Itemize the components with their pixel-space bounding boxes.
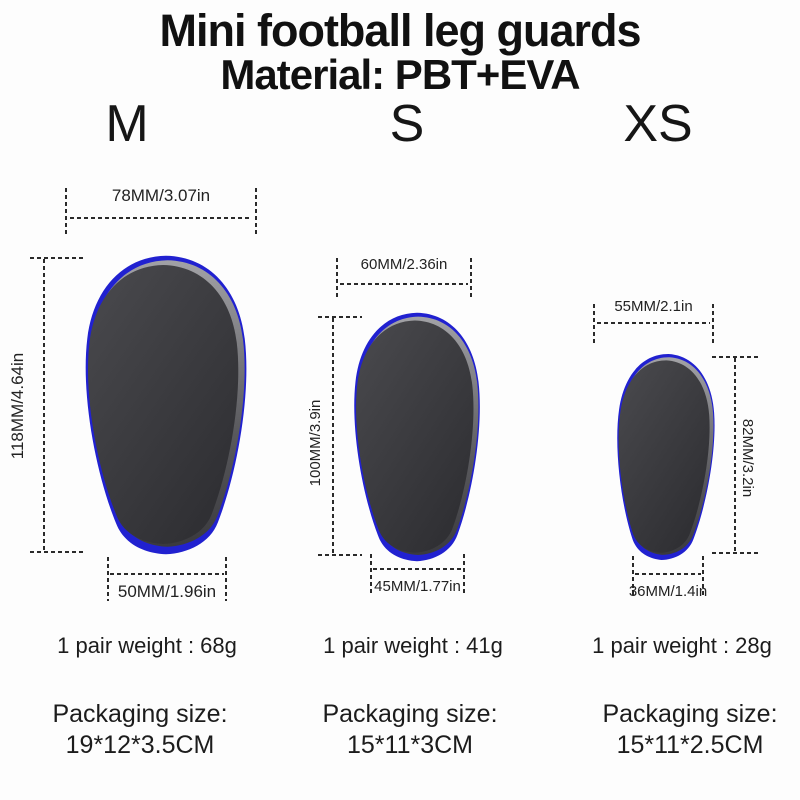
s-bottom-dimension-label: 45MM/1.77in (374, 578, 461, 595)
dimension-tick (30, 257, 86, 259)
xs-top-dimension-label: 55MM/2.1in (614, 298, 693, 315)
dimension-tick (370, 554, 372, 596)
dimension-tick (632, 556, 634, 596)
xs-weight-text: 1 pair weight : 28g (592, 633, 772, 658)
dimension-tick (712, 304, 714, 344)
dimension-line (43, 259, 45, 551)
xs-bottom-dimension-label: 36MM/1.4in (628, 583, 708, 600)
shin-guard-m-image (85, 255, 247, 555)
dimension-tick (318, 554, 362, 556)
dimension-tick (30, 551, 86, 553)
dimension-tick (318, 316, 362, 318)
s-packaging-size: 15*11*3CM (346, 730, 473, 759)
m-bottom-dimension-label: 50MM/1.96in (117, 582, 217, 601)
m-bottom-dimension: 50MM/1.96in (107, 557, 227, 609)
shin-guard-s-image (354, 312, 480, 562)
m-packaging-size: 19*12*3.5CM (65, 730, 215, 759)
xs-packaging-label: Packaging size: (602, 700, 778, 728)
size-label-m: M (105, 95, 149, 153)
s-packaging-label: Packaging size: (322, 700, 498, 728)
m-top-dimension: 78MM/3.07in (65, 186, 257, 236)
m-height-dimension-label: 118MM/4.64in (8, 352, 27, 460)
dimension-tick (336, 258, 338, 298)
dimension-tick (712, 356, 758, 358)
dimension-line (340, 283, 468, 285)
s-bottom-dimension: 45MM/1.77in (370, 554, 465, 604)
material-subtitle: Material: PBT+EVA (220, 50, 580, 98)
dimension-tick (65, 188, 67, 234)
size-label-xs: XS (623, 95, 693, 153)
xs-top-dimension: 55MM/2.1in (593, 298, 714, 344)
xs-height-dimension-label: 82MM/3.2in (739, 418, 756, 498)
m-weight-text: 1 pair weight : 68g (57, 633, 237, 658)
s-packaging: Packaging size: 15*11*3CM (290, 699, 530, 760)
dimension-tick (593, 304, 595, 344)
dimension-line (373, 568, 462, 570)
s-top-dimension-label: 60MM/2.36in (360, 256, 448, 273)
dimension-line (734, 358, 736, 552)
dimension-tick (255, 188, 257, 234)
dimension-tick (702, 556, 704, 596)
dimension-tick (463, 554, 465, 596)
m-packaging-label: Packaging size: (52, 700, 228, 728)
m-top-dimension-label: 78MM/3.07in (111, 186, 211, 205)
dimension-line (635, 573, 701, 575)
header: Mini football leg guards Material: PBT+E… (0, 8, 800, 97)
page-title: Mini football leg guards (159, 5, 642, 56)
dimension-line (110, 573, 224, 575)
m-height-dimension (30, 257, 86, 553)
dimension-line (70, 217, 252, 219)
dimension-line (597, 322, 710, 324)
s-height-dimension-label: 100MM/3.9in (307, 399, 324, 487)
m-packaging: Packaging size: 19*12*3.5CM (20, 699, 260, 760)
shin-guard-xs-image (612, 352, 718, 562)
dimension-tick (712, 552, 758, 554)
s-weight-text: 1 pair weight : 41g (323, 633, 503, 658)
dimension-tick (470, 258, 472, 298)
dimension-tick (107, 557, 109, 601)
xs-packaging-size: 15*11*2.5CM (616, 730, 764, 759)
dimension-line (332, 318, 334, 554)
size-label-s: S (389, 95, 425, 153)
s-top-dimension: 60MM/2.36in (336, 256, 472, 300)
xs-bottom-dimension: 36MM/1.4in (628, 556, 708, 608)
xs-packaging: Packaging size: 15*11*2.5CM (570, 699, 800, 760)
xs-height-dimension (712, 356, 758, 554)
s-height-dimension (318, 316, 362, 556)
dimension-tick (225, 557, 227, 601)
